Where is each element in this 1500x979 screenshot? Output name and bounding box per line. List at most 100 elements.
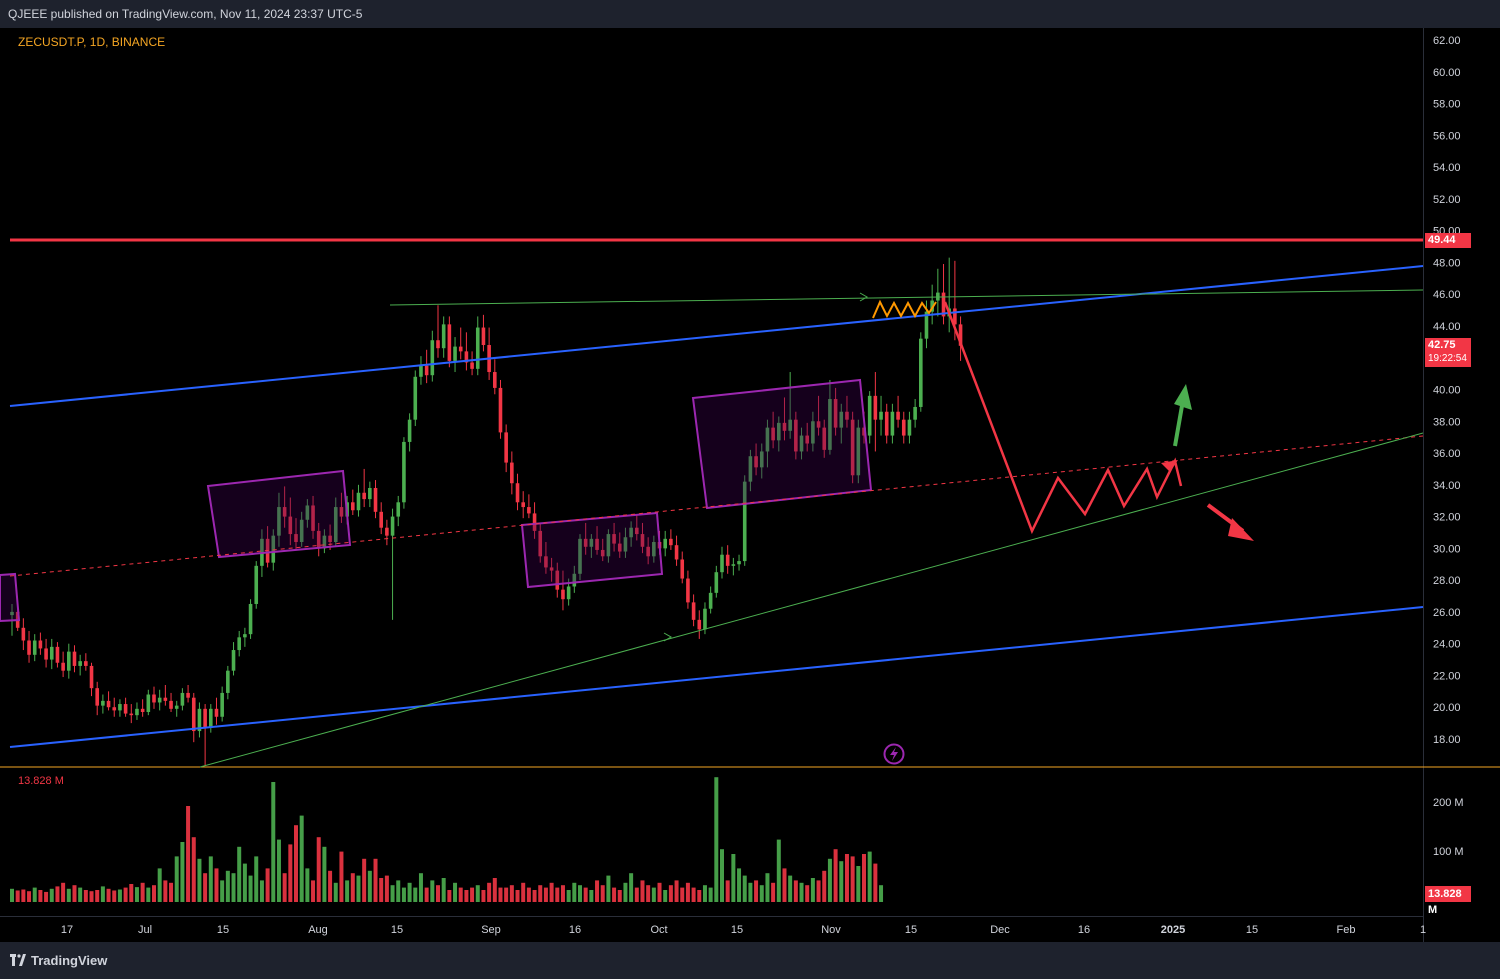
price-chart[interactable]: 62.0060.0058.0056.0054.0052.0050.0048.00… — [0, 28, 1500, 942]
volume-bar — [15, 890, 20, 902]
volume-bar — [146, 887, 151, 902]
volume-bar — [600, 885, 605, 902]
volume-bar — [816, 880, 821, 902]
candle-body — [862, 427, 866, 436]
volume-bar — [822, 870, 827, 902]
volume-bar — [78, 887, 83, 902]
volume-bar — [288, 844, 293, 902]
volume-bar — [180, 842, 185, 902]
volume-bar — [89, 891, 94, 902]
candle-body — [191, 697, 196, 732]
candle-body — [879, 411, 883, 420]
candle-body — [333, 507, 338, 543]
volume-bar — [680, 887, 685, 902]
price-tick-label: 44.00 — [1433, 321, 1461, 333]
candle-body — [430, 340, 435, 376]
candle-body — [896, 411, 900, 420]
lightning-icon[interactable] — [883, 743, 905, 765]
volume-bar — [152, 885, 156, 902]
volume-bar — [356, 875, 361, 902]
volume-bar — [612, 887, 617, 902]
candle-body — [277, 507, 281, 536]
candle-body — [396, 502, 401, 517]
volume-bar — [367, 870, 372, 902]
tradingview-logo[interactable]: TradingView — [10, 953, 107, 968]
candle-body — [89, 665, 94, 689]
volume-bar — [572, 882, 577, 902]
candle-body — [799, 435, 804, 452]
time-tick-label: 15 — [391, 924, 403, 936]
footer-bar — [0, 942, 1500, 979]
symbol-label[interactable]: ZECUSDT.P, 1D, BINANCE — [18, 35, 166, 49]
volume-bar — [305, 868, 310, 902]
volume-bar — [237, 846, 242, 902]
candle-body — [850, 419, 855, 476]
candle-body — [765, 427, 770, 452]
candle-body — [413, 376, 418, 420]
candle-body — [288, 516, 293, 535]
volume-bar — [731, 854, 736, 902]
volume-bar — [799, 882, 804, 902]
volume-bar — [169, 882, 174, 902]
price-tick-label: 58.00 — [1433, 99, 1461, 111]
volume-bar — [276, 839, 281, 902]
candle-body — [390, 516, 395, 536]
consolidation-box-2 — [206, 469, 352, 559]
volume-bar — [657, 882, 662, 902]
volume-bar — [589, 890, 594, 902]
volume-bar — [282, 873, 287, 902]
volume-bar — [271, 782, 276, 902]
candle-body — [782, 422, 787, 431]
time-tick-label: 16 — [1078, 924, 1090, 936]
candle-body — [498, 387, 503, 433]
candle-body — [305, 505, 310, 520]
publisher-text: QJEEE published on TradingView.com, Nov … — [8, 7, 363, 21]
volume-bar — [117, 889, 122, 902]
volume-bar — [481, 890, 486, 902]
candle-body — [555, 570, 560, 590]
price-tick-label: 26.00 — [1433, 607, 1461, 619]
candle-body — [640, 534, 645, 547]
volume-tick-label: 200 M — [1433, 797, 1464, 809]
candle-body — [203, 708, 207, 728]
candle-body — [67, 651, 71, 671]
volume-bar — [350, 873, 355, 902]
volume-bar — [538, 885, 543, 902]
candle-body — [231, 650, 236, 671]
volume-bar — [532, 890, 537, 902]
volume-bar — [316, 837, 321, 902]
volume-bar — [629, 873, 634, 902]
candle-body — [890, 411, 895, 436]
candle-body — [884, 411, 889, 436]
candle-body — [316, 530, 321, 549]
candle-body — [623, 537, 628, 552]
candle-body — [72, 651, 77, 666]
volume-bar — [555, 887, 560, 902]
candle-body — [470, 362, 474, 369]
candle-body — [402, 441, 406, 503]
volume-bar — [776, 839, 781, 902]
candle-body — [538, 530, 543, 557]
candle-body — [674, 545, 679, 560]
volume-bar — [867, 851, 872, 902]
candle-body — [725, 554, 730, 566]
volume-bar — [254, 856, 259, 902]
volume-bar — [441, 878, 446, 902]
volume-bar — [418, 873, 423, 902]
candle-body — [521, 502, 525, 508]
time-tick-label: Nov — [821, 924, 841, 936]
candle-body — [583, 538, 588, 547]
volume-bar — [61, 882, 66, 902]
volume-bar — [436, 885, 440, 902]
volume-bar — [294, 825, 298, 902]
volume-bar — [566, 890, 571, 902]
price-tick-label: 60.00 — [1433, 67, 1461, 79]
candle-body — [629, 527, 633, 538]
price-tick-label: 18.00 — [1433, 734, 1461, 746]
volume-bar — [521, 882, 526, 902]
candle-body — [901, 419, 906, 436]
volume-bar — [242, 863, 247, 902]
volume-bar — [623, 882, 628, 902]
volume-bar — [345, 880, 350, 902]
price-tick-label: 52.00 — [1433, 194, 1461, 206]
